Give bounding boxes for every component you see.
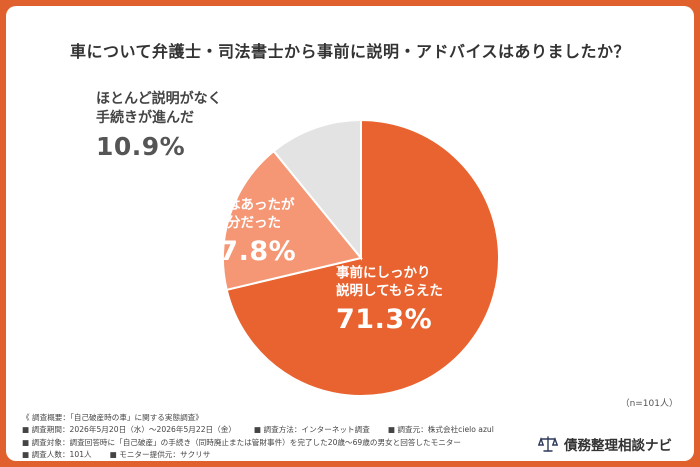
chart-card: 車について弁護士・司法書士から事前に説明・アドバイスはありましたか？ 事前にしっ…	[6, 6, 694, 461]
slice-1-value: 17.8%	[200, 236, 297, 268]
brand-logo: 債務整理相談ナビ	[538, 434, 672, 454]
pie-chart	[222, 118, 500, 397]
notes-row-4: ■ 調査人数：101人 ■ モニター提供元：サクリサ	[22, 449, 494, 461]
survey-notes: 《 調査概要：「自己破産時の車」に関する実態調査》 ■ 調査期間：2026年5月…	[22, 412, 494, 461]
pie-slices	[222, 118, 500, 397]
slice-label-2: ほとんど説明がなく 手続きが進んだ 10.9%	[96, 90, 222, 164]
slice-2-value: 10.9%	[96, 131, 186, 161]
notes-row-2: ■ 調査期間：2026年5月20日（水）〜2026年5月22日（金） ■ 調査方法…	[22, 424, 494, 436]
notes-organizer: ■ 調査元：株式会社cielo azul	[387, 425, 494, 435]
brand-name: 債務整理相談ナビ	[564, 438, 672, 454]
pie-slice-0	[225, 118, 500, 397]
notes-target: ■ 調査対象：調査回答時に「自己破産」の手続き（同時廃止または管財事件）を完了し…	[22, 437, 461, 447]
chart-title: 車について弁護士・司法書士から事前に説明・アドバイスはありましたか？	[69, 42, 631, 61]
scales-icon	[538, 436, 558, 452]
notes-method: ■ 調査方法：インターネット調査	[253, 425, 370, 435]
notes-count: ■ 調査人数：101人	[22, 450, 92, 460]
slice-1-line-1: 説明はあったが	[200, 197, 295, 213]
slice-label-1: 説明はあったが 不十分だった 17.8%	[200, 196, 296, 271]
slice-2-line-1: ほとんど説明がなく	[96, 91, 222, 107]
slice-1-line-2: 不十分だった	[200, 215, 281, 232]
slice-label-0: 事前にしっかり 説明してもらえた 71.3%	[336, 264, 443, 339]
pie-slice-2	[272, 118, 362, 261]
slice-2-line-2: 手続きが進んだ	[96, 109, 194, 126]
slice-0-line-1: 事前にしっかり	[336, 265, 431, 281]
sample-size-note: （n=101人）	[620, 399, 678, 409]
notes-provider: ■ モニター提供元：サクリサ	[109, 450, 211, 460]
notes-period: ■ 調査期間：2026年5月20日（水）〜2026年5月22日（金）	[22, 425, 236, 435]
slice-0-line-2: 説明してもらえた	[336, 283, 443, 300]
slice-0-value: 71.3%	[336, 304, 433, 336]
pie-slice-1	[222, 149, 363, 291]
notes-overview: 《 調査概要：「自己破産時の車」に関する実態調査》	[22, 413, 203, 422]
